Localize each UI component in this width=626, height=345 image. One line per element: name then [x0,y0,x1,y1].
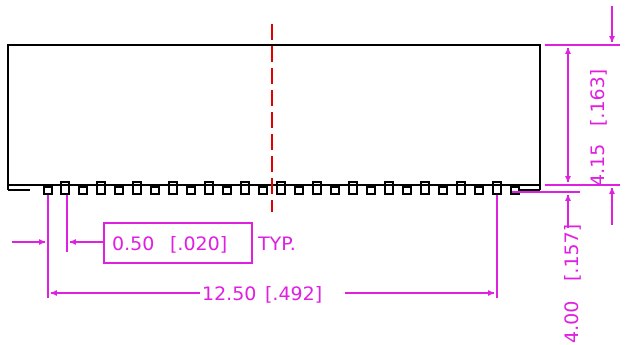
pin-tall [456,181,466,195]
pin-tall [384,181,394,195]
dimension-lines [12,6,620,298]
pin-tall [96,181,106,195]
pin-height-imperial: [.157] [561,224,583,281]
pin-short [78,186,88,195]
pin-height-value: 4.00 [561,301,583,343]
pin-tall [168,181,178,195]
pin-short [438,186,448,195]
pin-short [474,186,484,195]
pin-short [366,186,376,195]
pin-short [258,186,268,195]
body-height-imperial: [.163] [587,69,609,126]
pin-short [43,186,53,195]
pitch-note: TYP. [257,233,296,255]
pin-tall [132,181,142,195]
pin-tall [204,181,214,195]
pin-tall [60,181,70,195]
span-value: 12.50 [202,283,256,305]
pin-tall [420,181,430,195]
pin-tall [276,181,286,195]
pin-short [402,186,412,195]
pin-tall [348,181,358,195]
pin-short [114,186,124,195]
pin-short [510,186,520,195]
pin-short [222,186,232,195]
pitch-imperial: [.020] [170,233,227,255]
pin-tall [492,181,502,195]
pitch-value: 0.50 [112,233,154,255]
span-imperial: [.492] [265,283,322,305]
connector-body [7,44,541,191]
pin-row [43,181,520,195]
pin-short [150,186,160,195]
body-height-value: 4.15 [587,144,609,186]
pin-short [330,186,340,195]
pin-tall [240,181,250,195]
pin-short [186,186,196,195]
pin-short [294,186,304,195]
pin-tall [312,181,322,195]
